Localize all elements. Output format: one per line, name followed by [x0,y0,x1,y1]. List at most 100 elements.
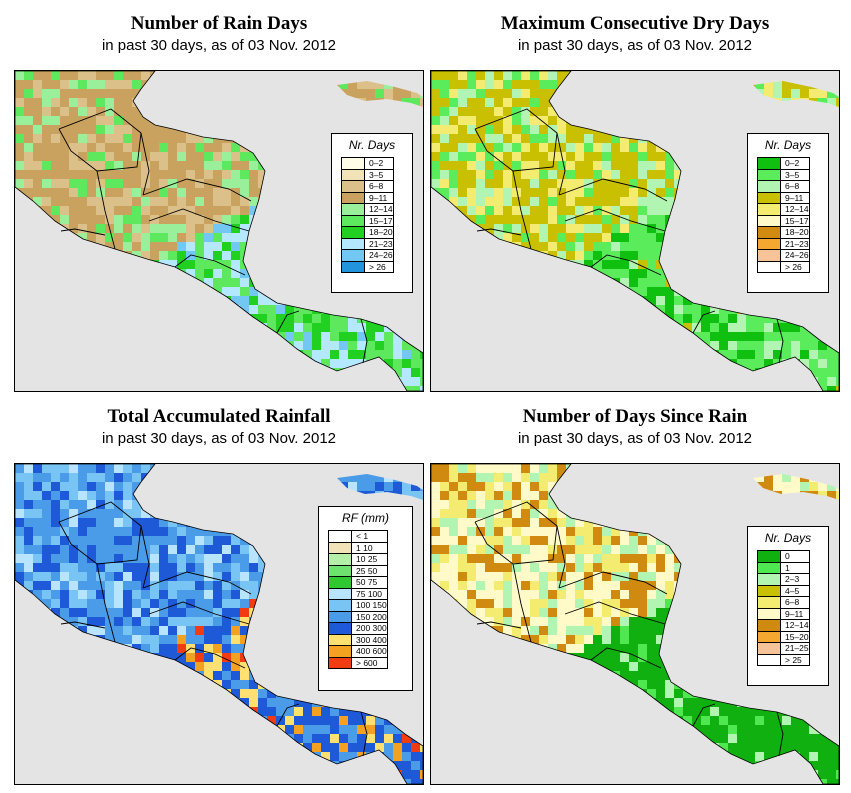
country-border [96,170,116,250]
legend-label: 0 [785,551,790,562]
legend-row: 3–5 [758,169,809,181]
legend-row: 24–26 [342,250,393,262]
country-border [60,228,106,236]
legend-label: 10 25 [356,554,378,565]
coastline [431,71,839,391]
legend-row: 0 [758,551,809,563]
legend-label: < 1 [356,531,369,542]
legend-row: 4–5 [758,585,809,597]
country-border [276,310,300,334]
legend-rows: 0–2 3–5 6–8 9–11 12–14 15–17 18–20 21–23 24–26 > … [757,157,810,273]
legend-label: 9–11 [785,192,804,203]
legend-row: > 600 [329,657,387,668]
legend-row: 3–5 [342,169,393,181]
legend-row: 1 10 [329,542,387,554]
legend-label: 21–25 [785,643,809,654]
panel-max-dry-days: Maximum Consecutive Dry Days in past 30 … [430,12,840,392]
country-border [564,208,666,232]
legend-swatch [758,158,781,169]
legend-swatch [758,585,781,596]
legend-swatch [758,204,781,215]
legend-swatch [758,192,781,203]
legend-swatch [758,631,781,642]
country-border [58,501,142,565]
map-max-dry-days: Nr. Days 0–2 3–5 6–8 9–11 12–14 15–17 18–20 21–… [430,70,840,392]
legend-swatch [329,634,352,645]
legend-label: 3–5 [785,169,800,180]
legend-swatch [329,588,352,599]
legend-row: 9–11 [758,608,809,620]
country-border [174,254,246,276]
legend-label: 12–14 [785,204,809,215]
legend-label: 24–26 [785,250,809,261]
legend-row: 18–20 [758,227,809,239]
legend-row: 2–3 [758,574,809,586]
legend-row: 21–23 [758,238,809,250]
legend-row: 400 600 [329,646,387,658]
legend-label: 9–11 [369,192,388,203]
map-canvas [15,71,423,391]
legend-swatch [329,554,352,565]
country-border [512,563,532,643]
legend-label: 50 75 [356,577,378,588]
country-border [148,208,250,232]
country-border [564,601,666,625]
legend-swatch [758,250,781,261]
legend-label: 0–2 [369,158,384,169]
legend-swatch [329,657,352,668]
legend-row: 9–11 [342,192,393,204]
country-border [692,310,716,334]
legend-label: 6–8 [785,181,800,192]
legend-swatch [758,597,781,608]
legend-swatch [329,646,352,657]
country-border [276,703,300,727]
legend-swatch [329,600,352,611]
legend-label: 2–3 [785,574,800,585]
legend-row: 25 50 [329,565,387,577]
legend-row: 15–17 [342,215,393,227]
country-border [58,108,142,172]
country-border [360,318,368,364]
legend-days-since-rain: Nr. Days 0 1 2–3 4–5 6–8 9–11 12–14 15–20 21–25 >… [747,526,829,686]
panel-subtitle: in past 30 days, as of 03 Nov. 2012 [517,430,753,447]
legend-label: 300 400 [356,634,387,645]
legend-row: < 1 [329,531,387,543]
legend-swatch [342,204,365,215]
legend-title: Nr. Days [348,138,396,152]
country-border [96,563,116,643]
legend-swatch [758,215,781,226]
country-border [776,318,784,364]
legend-label: 0–2 [785,158,800,169]
country-border [140,525,150,589]
legend-rain-days: Nr. Days 0–2 3–5 6–8 9–11 12–14 15–17 18–20 21–… [331,133,413,293]
legend-swatch [758,574,781,585]
map-days-since-rain: Nr. Days 0 1 2–3 4–5 6–8 9–11 12–14 15–20 21–25 >… [430,463,840,785]
legend-swatch [342,227,365,238]
legend-label: > 26 [785,261,802,272]
legend-row: > 25 [758,654,809,665]
legend-label: 21–23 [785,238,809,249]
country-border [142,571,252,595]
country-border [360,711,368,757]
country-border [558,571,668,595]
country-border [474,108,558,172]
country-border [556,525,566,589]
legend-swatch [758,227,781,238]
legend-label: 100 150 [356,600,387,611]
legend-swatch [342,238,365,249]
legend-swatch [758,261,781,272]
legend-row: 12–14 [758,620,809,632]
legend-row: 6–8 [758,181,809,193]
legend-swatch [342,169,365,180]
panel-subtitle: in past 30 days, as of 03 Nov. 2012 [517,37,753,54]
legend-swatch [342,261,365,272]
legend-swatch [758,181,781,192]
legend-swatch [329,623,352,634]
legend-title: Nr. Days [764,531,812,545]
panel-total-rainfall: Total Accumulated Rainfall in past 30 da… [14,405,424,785]
legend-label: 1 [785,562,790,573]
legend-label: > 26 [369,261,386,272]
legend-label: 6–8 [785,597,800,608]
legend-row: 12–14 [758,204,809,216]
